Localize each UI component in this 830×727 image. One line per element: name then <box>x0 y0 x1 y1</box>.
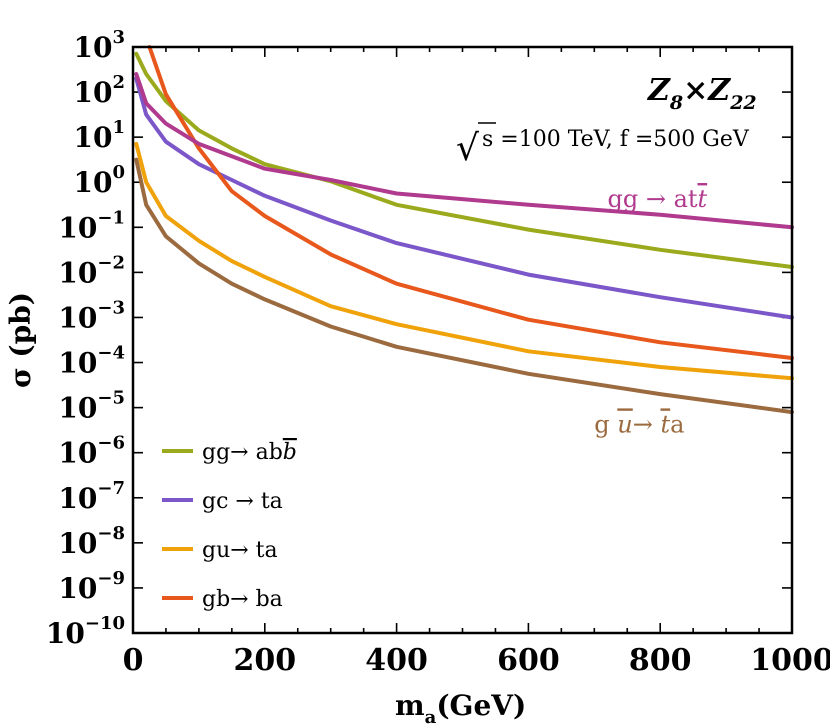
x-axis-title: ma(GeV) <box>395 689 526 727</box>
y-axis-title: σ (pb) <box>4 292 37 388</box>
y-tick-label: 10−6 <box>58 433 125 470</box>
annotation-ut: g u→ ta <box>594 410 684 438</box>
series-line <box>134 141 794 381</box>
x-tick-label: 800 <box>629 643 692 678</box>
series-line <box>134 51 794 269</box>
annotation-att: gg → att <box>607 185 707 213</box>
y-tick-labels: 103 102 101 100 10−1 10−2 10−3 10−4 10−5 10−6 10−7… <box>46 27 125 650</box>
y-tick-label: 10−5 <box>58 388 125 425</box>
x-tick-label: 600 <box>497 643 560 678</box>
y-tick-label: 10−4 <box>58 343 125 380</box>
sqrt-symbol: √ <box>456 128 479 169</box>
series-line <box>147 45 794 360</box>
plot-frame <box>131 45 794 635</box>
annotations: gg → att g u→ ta <box>594 185 707 438</box>
y-tick-label: 10−7 <box>58 478 125 515</box>
x-tick-label: 0 <box>123 643 144 678</box>
x-tick-label: 400 <box>365 643 428 678</box>
x-tick-label: 1000 <box>750 643 830 678</box>
series-line <box>134 76 794 320</box>
y-tick-label: 10−3 <box>58 297 125 334</box>
series-layer <box>134 45 794 415</box>
y-tick-label: 10−1 <box>58 207 125 244</box>
legend-label: gg→ abb <box>202 440 297 465</box>
y-tick-label: 10−10 <box>46 613 125 650</box>
legend: gg→ abb gc → ta gu→ ta gb→ ba <box>162 440 297 612</box>
y-tick-label: 10−2 <box>58 252 125 289</box>
y-tick-label: 101 <box>74 117 126 154</box>
chart-title: Z8×Z22 <box>647 73 757 114</box>
legend-label: gu→ ta <box>202 538 278 563</box>
chart-subtitle: s =100 TeV, f =500 GeV <box>482 127 750 152</box>
series-line <box>134 72 794 230</box>
x-tick-label: 200 <box>233 643 296 678</box>
y-tick-label: 102 <box>74 72 126 109</box>
y-tick-label: 10−9 <box>58 568 125 605</box>
series-line <box>134 157 794 415</box>
y-tick-label: 10−8 <box>58 523 125 560</box>
legend-label: gc → ta <box>202 489 283 514</box>
y-tick-label: 103 <box>74 27 126 64</box>
y-tick-label: 100 <box>74 162 126 199</box>
x-tick-labels: 0 200 400 600 800 1000 <box>123 643 830 678</box>
legend-label: gb→ ba <box>202 587 283 612</box>
